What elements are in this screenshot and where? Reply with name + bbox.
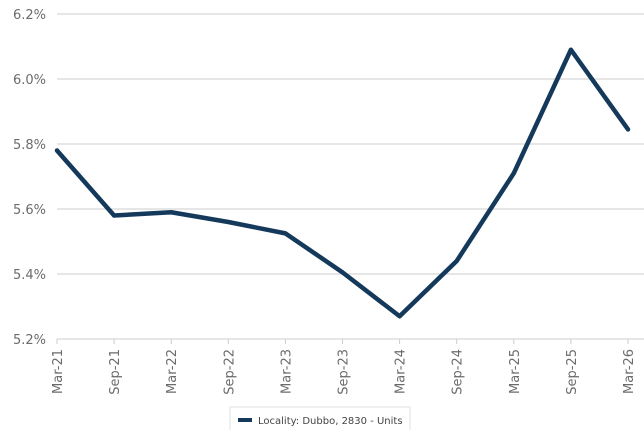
data-point — [112, 213, 117, 218]
data-point — [169, 210, 174, 215]
legend-label: Locality: Dubbo, 2830 - Units — [258, 416, 403, 427]
x-tick-label: Sep-21 — [108, 349, 123, 395]
data-point — [626, 127, 630, 132]
data-point — [340, 270, 345, 275]
legend-swatch — [238, 418, 252, 422]
data-point — [226, 220, 231, 224]
gridlines — [56, 13, 644, 344]
x-axis-tick-labels: Mar-21 Sep-21 Mar-22 Sep-22 Mar-23 Sep-23 Mar-… — [51, 349, 637, 395]
x-tick-label: Mar-26 — [622, 349, 637, 394]
data-point — [397, 314, 402, 319]
series-group — [54, 47, 631, 319]
x-tick-label: Sep-24 — [451, 349, 466, 395]
y-tick-label: 6.2% — [13, 8, 46, 23]
x-tick-label: Mar-22 — [165, 349, 180, 394]
data-point — [454, 259, 459, 263]
x-tick-label: Sep-22 — [222, 349, 237, 395]
x-tick-label: Mar-21 — [51, 349, 66, 394]
y-tick-label: 5.4% — [13, 268, 46, 283]
data-point — [283, 231, 288, 236]
legend-box — [229, 406, 411, 430]
series-line — [54, 47, 631, 319]
y-tick-label: 5.8% — [13, 138, 46, 153]
y-axis-tick-labels: 5.2% 5.4% 5.6% 5.8% 6.0% 6.2% — [13, 8, 46, 348]
x-tick-label: Mar-25 — [508, 349, 523, 394]
x-tick-label: Mar-23 — [279, 349, 294, 394]
x-tick-label: Mar-24 — [394, 349, 409, 394]
data-point — [55, 148, 59, 153]
y-tick-label: 5.2% — [13, 333, 46, 348]
x-tick-label: Sep-25 — [565, 349, 580, 395]
data-point — [568, 47, 573, 52]
y-tick-label: 6.0% — [13, 73, 46, 88]
x-tick-label: Sep-23 — [337, 349, 352, 395]
y-tick-label: 5.6% — [13, 203, 46, 218]
data-point — [511, 171, 516, 176]
legend[interactable]: Locality: Dubbo, 2830 - Units — [229, 406, 411, 430]
